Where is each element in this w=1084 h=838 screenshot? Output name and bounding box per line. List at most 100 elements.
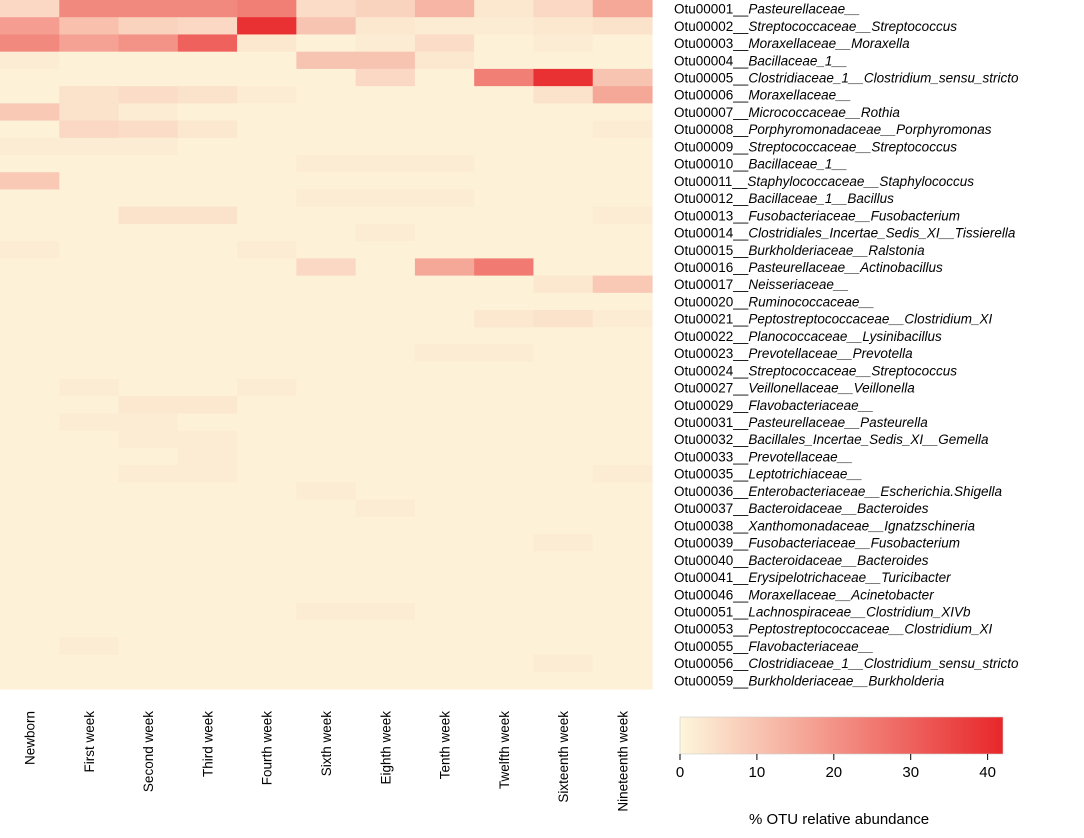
heatmap-cell bbox=[118, 447, 179, 466]
heatmap-cell bbox=[533, 430, 594, 449]
heatmap-cell bbox=[474, 654, 535, 673]
heatmap-cell bbox=[414, 551, 475, 570]
heatmap-cell bbox=[355, 344, 416, 363]
row-label: Otu00013__Fusobacteriaceae__Fusobacteriu… bbox=[674, 208, 960, 223]
row-label: Otu00008__Porphyromonadaceae__Porphyromo… bbox=[674, 122, 992, 137]
heatmap-cell bbox=[355, 86, 416, 104]
heatmap-cell bbox=[414, 34, 475, 53]
heatmap-cell bbox=[533, 258, 594, 277]
row-label: Otu00010__Bacillaceae_1__ bbox=[674, 157, 847, 172]
heatmap-cell bbox=[0, 396, 60, 415]
heatmap-cell bbox=[533, 17, 594, 36]
heatmap-cell bbox=[355, 620, 416, 638]
legend-tick-label: 40 bbox=[979, 764, 996, 781]
heatmap-cell bbox=[0, 206, 60, 225]
heatmap-cell bbox=[59, 344, 120, 363]
heatmap-cell bbox=[414, 327, 475, 346]
heatmap-cell bbox=[414, 17, 475, 36]
heatmap-cell bbox=[474, 430, 535, 449]
heatmap-cell bbox=[533, 568, 594, 587]
heatmap-cell bbox=[474, 327, 535, 346]
row-label: Otu00015__Burkholderiaceae__Ralstonia bbox=[674, 243, 925, 258]
heatmap-cell bbox=[296, 533, 357, 552]
heatmap-cell bbox=[414, 275, 475, 294]
heatmap-cell bbox=[118, 344, 179, 363]
heatmap-cell bbox=[296, 637, 357, 656]
heatmap-cell bbox=[118, 499, 179, 518]
heatmap-cell bbox=[118, 465, 179, 483]
column-label: Third week bbox=[200, 711, 215, 777]
heatmap-cell bbox=[118, 189, 179, 208]
heatmap-cell bbox=[296, 137, 357, 156]
heatmap-cell bbox=[474, 206, 535, 225]
heatmap-cell bbox=[177, 120, 238, 139]
heatmap-cell bbox=[296, 310, 357, 328]
heatmap-cell bbox=[592, 68, 653, 87]
heatmap-cell bbox=[355, 120, 416, 139]
heatmap-cell bbox=[118, 275, 179, 294]
heatmap-cell bbox=[474, 396, 535, 415]
heatmap-cell bbox=[237, 275, 297, 294]
heatmap-cell bbox=[0, 430, 60, 449]
heatmap-cell bbox=[414, 378, 475, 397]
heatmap-cell bbox=[237, 17, 297, 36]
heatmap-cell bbox=[533, 671, 594, 690]
heatmap-cell bbox=[355, 654, 416, 673]
heatmap-cell bbox=[118, 0, 179, 18]
heatmap-cell bbox=[0, 533, 60, 552]
heatmap-cell bbox=[0, 103, 60, 122]
heatmap-cell bbox=[59, 327, 120, 346]
heatmap-cell bbox=[0, 68, 60, 87]
heatmap-cell bbox=[533, 68, 594, 87]
heatmap-cell bbox=[533, 654, 594, 673]
heatmap-cell bbox=[296, 0, 357, 18]
heatmap-cell bbox=[237, 206, 297, 225]
heatmap-cell bbox=[118, 241, 179, 259]
heatmap-cell bbox=[59, 551, 120, 570]
heatmap-cell bbox=[474, 275, 535, 294]
legend-tick-label: 20 bbox=[825, 764, 842, 781]
heatmap-cell bbox=[59, 637, 120, 656]
heatmap-cell bbox=[533, 361, 594, 380]
heatmap-cell bbox=[533, 86, 594, 104]
heatmap-cell bbox=[118, 637, 179, 656]
heatmap-cell bbox=[355, 258, 416, 277]
heatmap-cell bbox=[0, 671, 60, 690]
heatmap-cell bbox=[177, 137, 238, 156]
heatmap-cell bbox=[0, 378, 60, 397]
legend-title: % OTU relative abundance bbox=[749, 811, 929, 828]
heatmap-cell bbox=[296, 620, 357, 638]
heatmap-cell bbox=[237, 568, 297, 587]
heatmap-cell bbox=[355, 34, 416, 53]
heatmap-cell bbox=[59, 292, 120, 311]
heatmap-cell bbox=[237, 447, 297, 466]
heatmap-cell bbox=[592, 51, 653, 70]
heatmap-cell bbox=[177, 620, 238, 638]
heatmap-cell bbox=[118, 68, 179, 87]
heatmap-cell bbox=[296, 413, 357, 432]
heatmap-cell bbox=[533, 310, 594, 328]
heatmap-cell bbox=[237, 0, 297, 18]
heatmap-cell bbox=[474, 258, 535, 277]
heatmap-cell bbox=[592, 378, 653, 397]
heatmap-cell bbox=[237, 241, 297, 259]
heatmap-cell bbox=[414, 189, 475, 208]
heatmap-cell bbox=[237, 551, 297, 570]
heatmap-cell bbox=[533, 413, 594, 432]
heatmap-cell bbox=[59, 654, 120, 673]
heatmap-cell bbox=[414, 637, 475, 656]
heatmap-cell bbox=[59, 602, 120, 621]
row-label: Otu00017__Neisseriaceae__ bbox=[674, 277, 849, 292]
heatmap-cell bbox=[296, 206, 357, 225]
heatmap-cell bbox=[177, 258, 238, 277]
heatmap-cell bbox=[592, 327, 653, 346]
heatmap-cell bbox=[533, 206, 594, 225]
heatmap-cell bbox=[59, 172, 120, 191]
heatmap-cell bbox=[118, 620, 179, 638]
heatmap-cell bbox=[533, 637, 594, 656]
heatmap-cell bbox=[533, 292, 594, 311]
heatmap-cell bbox=[237, 516, 297, 535]
heatmap-cell bbox=[177, 206, 238, 225]
row-label: Otu00009__Streptococcaceae__Streptococcu… bbox=[674, 139, 957, 154]
